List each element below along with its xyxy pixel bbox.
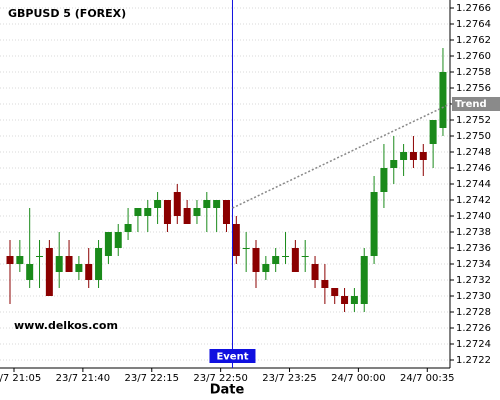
candle-body bbox=[400, 152, 408, 160]
candle-body bbox=[85, 264, 93, 280]
candle-body bbox=[252, 248, 260, 272]
candle-body bbox=[272, 256, 280, 264]
candle-body bbox=[331, 288, 339, 296]
candle-body bbox=[26, 264, 34, 280]
candle-body bbox=[419, 152, 427, 160]
y-tick-label: 1.2764 bbox=[456, 19, 491, 30]
candle-body bbox=[154, 200, 162, 208]
y-tick-label: 1.2730 bbox=[456, 291, 491, 302]
x-tick-label: 24/7 00:00 bbox=[331, 373, 385, 384]
candle-body bbox=[282, 256, 290, 257]
y-tick-label: 1.2728 bbox=[456, 307, 491, 318]
x-tick-label: 23/7 21:40 bbox=[56, 373, 110, 384]
y-tick-label: 1.2756 bbox=[456, 83, 491, 94]
y-tick-label: 1.2742 bbox=[456, 195, 491, 206]
x-tick-label: 23/7 21:05 bbox=[0, 373, 41, 384]
y-tick-label: 1.2722 bbox=[456, 355, 491, 366]
candle-body bbox=[124, 224, 132, 232]
y-tick-label: 1.2740 bbox=[456, 211, 491, 222]
trend-box bbox=[452, 97, 500, 111]
candle-body bbox=[183, 208, 191, 224]
candle-body bbox=[311, 264, 319, 280]
x-axis-label: Date bbox=[210, 383, 245, 398]
candle-body bbox=[390, 160, 398, 168]
candle-body bbox=[203, 200, 211, 208]
trend-line bbox=[232, 103, 451, 209]
candle-body bbox=[65, 256, 73, 272]
trend-label: Trend bbox=[455, 99, 487, 110]
candle-body bbox=[193, 208, 201, 216]
y-tick-label: 1.2744 bbox=[456, 179, 491, 190]
watermark: www.delkos.com bbox=[14, 319, 118, 332]
candle-body bbox=[6, 256, 14, 264]
candle-body bbox=[301, 256, 309, 257]
y-tick-label: 1.2748 bbox=[456, 147, 491, 158]
event-label: Event bbox=[216, 352, 248, 363]
candle-body bbox=[16, 256, 24, 264]
candle-body bbox=[380, 168, 388, 192]
x-tick-label: 23/7 22:15 bbox=[125, 373, 179, 384]
candle-body bbox=[232, 224, 240, 256]
candle-body bbox=[213, 200, 221, 208]
candle-body bbox=[370, 192, 378, 256]
candle-body bbox=[55, 256, 63, 272]
y-tick-label: 1.2758 bbox=[456, 67, 491, 78]
candle-body bbox=[291, 248, 299, 272]
y-tick-label: 1.2766 bbox=[456, 3, 491, 14]
chart-title: GBPUSD 5 (FOREX) bbox=[8, 7, 126, 20]
y-tick-label: 1.2724 bbox=[456, 339, 491, 350]
candle-body bbox=[104, 232, 112, 256]
y-tick-label: 1.2734 bbox=[456, 259, 491, 270]
y-tick-label: 1.2762 bbox=[456, 35, 491, 46]
candle-body bbox=[95, 248, 103, 280]
y-tick-label: 1.2736 bbox=[456, 243, 491, 254]
candle-body bbox=[173, 192, 181, 216]
candle-body bbox=[114, 232, 122, 248]
y-tick-label: 1.2738 bbox=[456, 227, 491, 238]
y-tick-label: 1.2732 bbox=[456, 275, 491, 286]
candle-body bbox=[350, 296, 358, 304]
candle-body bbox=[163, 200, 171, 224]
candle-body bbox=[144, 208, 152, 216]
y-tick-label: 1.2726 bbox=[456, 323, 491, 334]
candle-body bbox=[45, 248, 53, 296]
x-tick-label: 23/7 22:50 bbox=[193, 373, 247, 384]
y-tick-label: 1.2750 bbox=[456, 131, 491, 142]
candle-body bbox=[429, 120, 437, 144]
event-box bbox=[209, 349, 256, 363]
candle-body bbox=[242, 248, 250, 249]
grid bbox=[0, 7, 450, 361]
candle-body bbox=[262, 264, 270, 272]
candle-body bbox=[341, 296, 349, 304]
candle-body bbox=[439, 72, 447, 128]
candle-body bbox=[134, 208, 142, 216]
y-tick-label: 1.2746 bbox=[456, 163, 491, 174]
candle-body bbox=[360, 256, 368, 304]
candle-body bbox=[409, 152, 417, 160]
x-tick-label: 24/7 00:35 bbox=[400, 373, 454, 384]
y-tick-label: 1.2752 bbox=[456, 115, 491, 126]
y-tick-label: 1.2760 bbox=[456, 51, 491, 62]
x-tick-label: 23/7 23:25 bbox=[262, 373, 316, 384]
candle-body bbox=[36, 256, 44, 257]
candle-body bbox=[222, 200, 230, 224]
candle-body bbox=[75, 264, 83, 272]
candle-body bbox=[321, 280, 329, 288]
